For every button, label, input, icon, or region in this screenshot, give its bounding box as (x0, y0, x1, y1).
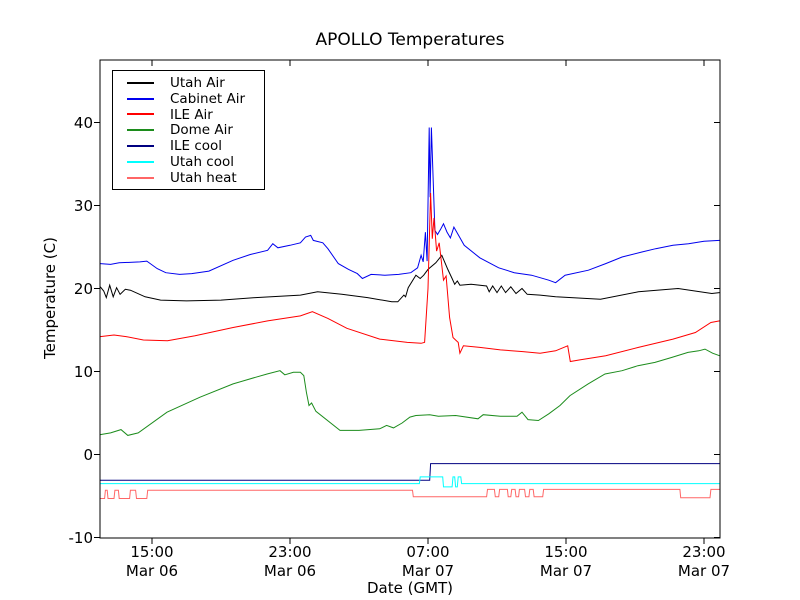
x-tick-label-0700-Mar07: 07:00 Mar 07 (401, 543, 455, 580)
legend-item-ile-air: ILE Air (113, 107, 264, 123)
series-ile-air-line (100, 192, 720, 363)
legend-item-utah-heat: Utah heat (113, 170, 264, 186)
legend-item-dome-air: Dome Air (113, 122, 264, 138)
y-tick-label-40: 40 (73, 113, 93, 132)
legend-line-ile-air (127, 113, 154, 116)
legend-label-utah-air: Utah Air (170, 74, 225, 91)
chart-title: APOLLO Temperatures (315, 30, 505, 50)
legend-label-utah-cool: Utah cool (170, 153, 234, 170)
series-utah-heat-line (100, 488, 720, 499)
legend-line-utah-cool (127, 160, 154, 163)
y-axis-label: Temperature (C) (41, 237, 59, 359)
legend-label-ile-air: ILE Air (170, 106, 213, 123)
series-utah-cool-line (100, 476, 720, 488)
legend-label-ile-cool: ILE cool (170, 138, 223, 155)
legend-line-utah-heat (127, 176, 154, 179)
series-cabinet-air-line (100, 127, 720, 284)
y-tick-label-20: 20 (73, 279, 93, 298)
legend-item-utah-cool: Utah cool (113, 154, 264, 170)
series-ile-cool-line (100, 463, 720, 481)
series-dome-air-line (100, 348, 720, 436)
x-tick-label-1500-Mar06: 15:00 Mar 06 (125, 543, 179, 580)
legend-label-dome-air: Dome Air (170, 122, 233, 139)
legend-label-utah-heat: Utah heat (170, 169, 237, 186)
x-tick-label-2300-Mar06: 23:00 Mar 06 (263, 543, 317, 580)
legend-item-cabinet-air: Cabinet Air (113, 91, 264, 107)
y-tick-label-0: 0 (83, 445, 93, 464)
legend-line-cabinet-air (127, 97, 154, 100)
legend-line-dome-air (127, 129, 154, 132)
y-tick-label--10: -10 (68, 528, 94, 547)
legend-label-cabinet-air: Cabinet Air (170, 90, 246, 107)
legend: Utah Air Cabinet Air ILE Air Dome Air ILE co… (112, 70, 265, 190)
x-axis-label: Date (GMT) (366, 579, 454, 597)
legend-line-ile-cool (127, 145, 154, 148)
legend-item-ile-cool: ILE cool (113, 138, 264, 154)
legend-line-utah-air (127, 81, 154, 84)
x-tick-label-2300-Mar07: 23:00 Mar 07 (677, 543, 731, 580)
y-tick-label-30: 30 (73, 196, 93, 215)
legend-item-utah-air: Utah Air (113, 75, 264, 91)
y-tick-label-10: 10 (73, 362, 93, 381)
plot-frame (99, 59, 721, 539)
series-utah-air-line (99, 254, 720, 303)
x-tick-label-1500-Mar07: 15:00 Mar 07 (539, 543, 593, 580)
